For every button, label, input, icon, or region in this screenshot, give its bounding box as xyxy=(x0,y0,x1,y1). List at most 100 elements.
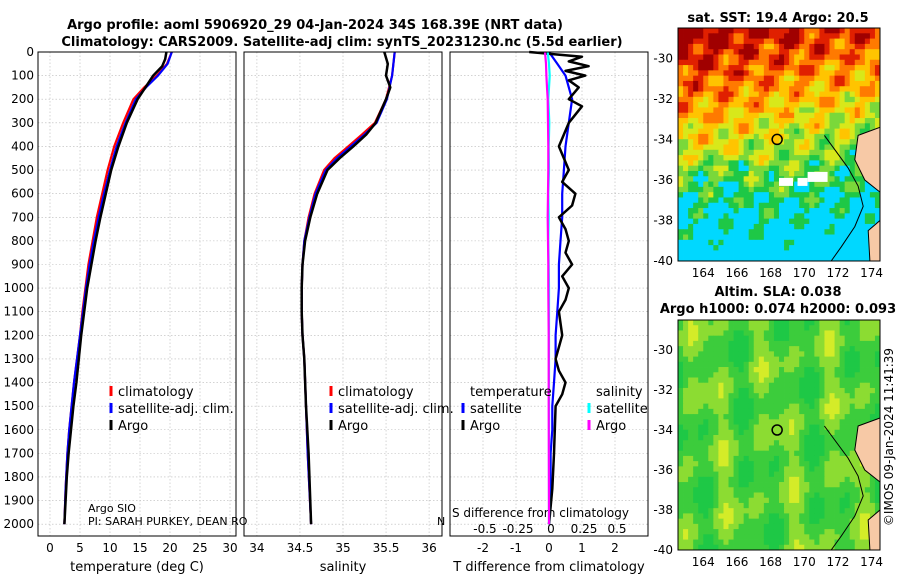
map-cell xyxy=(708,523,714,530)
map-lat-tick-label: -36 xyxy=(653,173,673,187)
map-cell xyxy=(728,49,734,55)
map-cell xyxy=(839,534,846,540)
map-cell xyxy=(819,508,825,514)
map-cell xyxy=(874,102,881,108)
map-cell xyxy=(804,320,810,326)
map-cell xyxy=(733,186,739,193)
map-cell xyxy=(829,80,835,87)
map-cell xyxy=(698,223,704,230)
map-cell xyxy=(819,497,825,504)
map-cell xyxy=(844,149,851,156)
map-cell xyxy=(814,513,820,520)
map-cell xyxy=(864,492,871,499)
map-cell xyxy=(779,28,785,34)
map-cell xyxy=(718,208,724,214)
map-cell xyxy=(683,218,689,225)
map-cell xyxy=(748,54,755,61)
map-cell xyxy=(703,75,709,82)
map-cell xyxy=(713,340,719,347)
map-cell xyxy=(718,80,724,87)
map-cell xyxy=(768,223,775,230)
map-cell xyxy=(683,330,689,337)
map-cell xyxy=(844,508,851,514)
map-cell xyxy=(794,356,800,363)
map-cell xyxy=(854,513,861,520)
map-cell xyxy=(738,408,745,415)
map-cell xyxy=(713,356,719,363)
map-cell xyxy=(844,497,851,504)
map-cell xyxy=(683,170,689,177)
map-cell xyxy=(869,508,876,514)
map-cell xyxy=(743,213,750,220)
map-cell xyxy=(678,471,684,478)
map-cell xyxy=(773,170,780,177)
map-cell xyxy=(859,398,866,405)
map-cell xyxy=(789,75,795,82)
map-cell xyxy=(763,398,770,405)
map-cell xyxy=(809,234,815,241)
map-cell xyxy=(844,482,851,488)
map-cell xyxy=(753,450,760,457)
map-cell xyxy=(758,419,765,425)
map-cell xyxy=(779,387,785,394)
map-cell xyxy=(758,218,765,225)
map-cell xyxy=(713,223,719,230)
map-cell xyxy=(733,419,739,425)
map-cell xyxy=(814,340,820,347)
map-cell xyxy=(864,356,871,363)
map-cell xyxy=(814,234,820,241)
legend-label-argo: Argo xyxy=(338,419,368,434)
x-tick-label: 34.5 xyxy=(287,541,314,555)
map-cell xyxy=(859,112,866,119)
map-cell xyxy=(693,408,699,415)
map-cell xyxy=(718,414,724,420)
map-cell xyxy=(723,155,729,161)
map-cell xyxy=(809,361,815,368)
map-cell xyxy=(773,65,780,71)
map-cell xyxy=(779,398,785,405)
map-cell xyxy=(758,96,765,103)
map-cell xyxy=(814,202,820,209)
map-cell xyxy=(844,245,851,251)
map-cell xyxy=(849,128,856,135)
map-cell xyxy=(738,429,745,436)
map-cell xyxy=(854,377,861,384)
map-cell xyxy=(688,325,694,331)
map-cell xyxy=(814,398,820,405)
map-cell xyxy=(809,346,815,352)
map-cell xyxy=(773,192,780,198)
map-cell xyxy=(849,144,856,151)
map-cell xyxy=(703,419,709,425)
map-cell xyxy=(723,377,729,384)
map-cell xyxy=(758,382,765,389)
map-cell xyxy=(849,419,856,425)
map-cell xyxy=(799,229,805,235)
map-cell xyxy=(854,165,861,172)
map-cell xyxy=(834,33,840,39)
map-cell xyxy=(829,502,835,509)
map-cell xyxy=(768,65,775,71)
map-cell xyxy=(743,450,750,457)
map-cell xyxy=(814,197,820,204)
map-cell xyxy=(773,96,780,103)
map-cell xyxy=(748,229,755,235)
map-cell xyxy=(743,170,750,177)
map-cell xyxy=(713,80,719,87)
map-cell xyxy=(708,38,714,45)
map-cell xyxy=(763,165,770,172)
map-cell xyxy=(683,455,689,462)
map-cell xyxy=(763,508,770,514)
map-cell xyxy=(819,325,825,331)
map-cell xyxy=(758,492,765,499)
map-cell xyxy=(874,325,881,331)
map-cell xyxy=(849,133,856,140)
map-cell xyxy=(688,208,694,214)
map-cell xyxy=(824,96,830,103)
map-cell xyxy=(814,75,820,82)
map-cell xyxy=(758,320,765,326)
map-cell xyxy=(773,403,780,410)
map-cell xyxy=(794,502,800,509)
map-cell xyxy=(693,250,699,257)
map-cell xyxy=(794,424,800,431)
map-cell xyxy=(703,165,709,172)
